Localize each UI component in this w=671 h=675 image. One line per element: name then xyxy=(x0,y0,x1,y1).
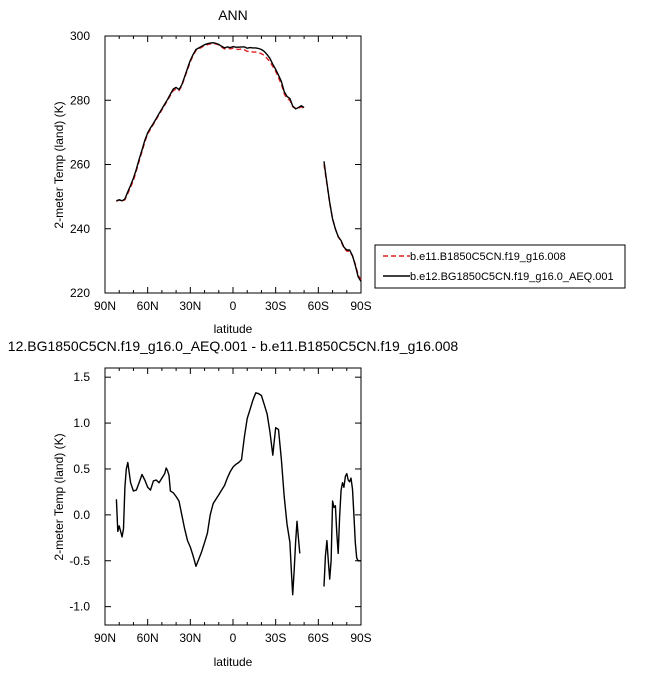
series-line-1 xyxy=(323,164,362,281)
x-tick-label: 60S xyxy=(308,631,329,645)
x-tick-label: 0 xyxy=(230,631,237,645)
y-tick-label: 1.5 xyxy=(73,370,90,384)
chart-top: ANN 90N 60N 30N 0 30S 60S 90S 220 240 260 280 300 l… xyxy=(52,7,626,336)
x-axis-label: latitude xyxy=(214,655,253,669)
series-line-2 xyxy=(323,161,362,282)
x-tick-label: 90S xyxy=(350,299,371,313)
series-line-1 xyxy=(323,472,361,587)
legend-entry-series-2: b.e12.BG1850C5CN.f19_g16.0_AEQ.001 xyxy=(410,271,614,283)
x-tick-label: 30S xyxy=(265,631,286,645)
chart-bottom: 12.BG1850C5CN.f19_g16.0_AEQ.001 - b.e11.… xyxy=(8,338,459,669)
y-axis-label: 2-meter Temp (land) (K) xyxy=(52,433,66,560)
y-tick-label: 240 xyxy=(70,222,90,236)
y-tick-label: -0.5 xyxy=(69,554,90,568)
x-tick-label: 60N xyxy=(137,631,159,645)
y-tick-label: 0.5 xyxy=(73,462,90,476)
legend-entry-series-1: b.e11.B1850C5CN.f19_g16.008 xyxy=(410,251,566,263)
x-tick-label: 30N xyxy=(179,299,201,313)
chart-title: 12.BG1850C5CN.f19_g16.0_AEQ.001 - b.e11.… xyxy=(8,338,459,354)
x-tick-label: 90N xyxy=(94,631,116,645)
y-tick-label: -1.0 xyxy=(69,600,90,614)
y-tick-label: 280 xyxy=(70,93,90,107)
x-axis-label: latitude xyxy=(214,322,253,336)
y-tick-label: 300 xyxy=(70,29,90,43)
y-tick-label: 220 xyxy=(70,286,90,300)
y-tick-label: 260 xyxy=(70,158,90,172)
x-tick-label: 60S xyxy=(308,299,329,313)
plot-area: 90N 60N 30N 0 30S 60S 90S 220 240 260 280 300 xyxy=(70,29,372,313)
x-tick-label: 30S xyxy=(265,299,286,313)
series-line-2 xyxy=(116,42,305,202)
x-tick-label: 90N xyxy=(94,299,116,313)
series-line-1 xyxy=(116,42,305,203)
legend-box xyxy=(374,244,626,289)
x-tick-label: 60N xyxy=(137,299,159,313)
x-tick-label: 0 xyxy=(230,299,237,313)
x-tick-label: 90S xyxy=(350,631,371,645)
plot-area: 90N 60N 30N 0 30S 60S 90S 1.5 1.0 0.5 0.0 -0.5 -1.0 xyxy=(69,367,372,645)
chart-title: ANN xyxy=(218,7,248,23)
x-tick-label: 30N xyxy=(179,631,201,645)
plot-frame xyxy=(104,367,362,626)
series-line-1 xyxy=(115,392,301,596)
y-axis-label: 2-meter Temp (land) (K) xyxy=(52,101,66,228)
plot-frame xyxy=(104,35,362,294)
legend: b.e11.B1850C5CN.f19_g16.008 b.e12.BG1850… xyxy=(374,244,626,289)
y-tick-label: 1.0 xyxy=(73,416,90,430)
y-tick-label: 0.0 xyxy=(73,508,90,522)
